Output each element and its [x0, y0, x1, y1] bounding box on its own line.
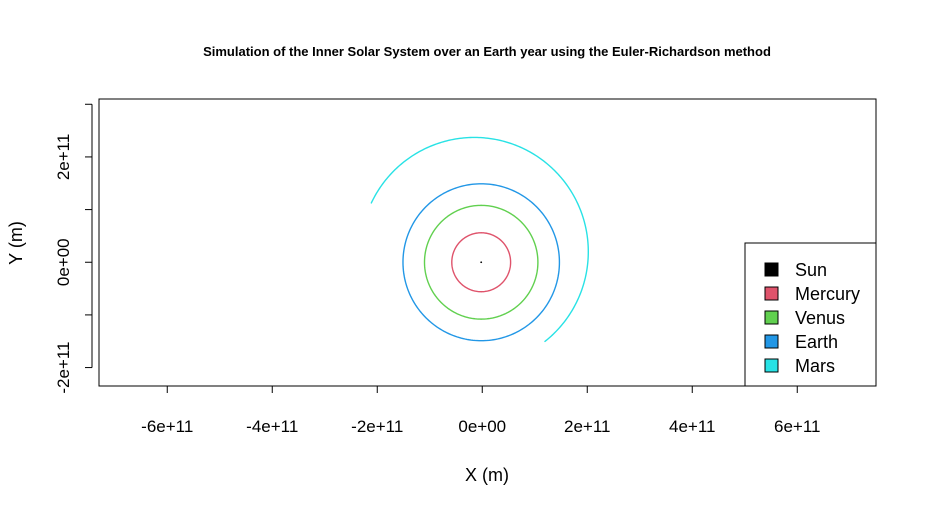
- y-tick-label: -2e+11: [54, 341, 73, 393]
- x-tick-label: 6e+11: [774, 417, 820, 436]
- legend-swatch-sun: [764, 262, 779, 277]
- x-tick-label: 0e+00: [458, 417, 506, 436]
- legend-label-venus: Venus: [795, 308, 845, 328]
- x-tick-label: -6e+11: [141, 417, 193, 436]
- legend-label-sun: Sun: [795, 260, 827, 280]
- venus-orbit-line: [423, 204, 539, 320]
- legend-swatch-mercury: [764, 286, 779, 301]
- chart-title: Simulation of the Inner Solar System ove…: [203, 44, 771, 59]
- x-axis-label: X (m): [465, 465, 509, 485]
- legend-label-mars: Mars: [795, 356, 835, 376]
- legend-swatch-venus: [764, 310, 779, 325]
- mercury-orbit-line: [451, 232, 512, 293]
- y-tick-label: 0e+00: [54, 238, 73, 286]
- legend: Sun Mercury Venus Earth Mars: [744, 242, 877, 387]
- x-axis: -6e+11 -4e+11 -2e+11 0e+00 2e+11 4e+11 6e+11: [141, 385, 820, 436]
- x-tick-label: 2e+11: [564, 417, 610, 436]
- y-axis-label: Y (m): [6, 221, 26, 265]
- mars-orbit-line: [370, 136, 590, 343]
- legend-swatch-mars: [764, 358, 779, 373]
- x-tick-label: -2e+11: [351, 417, 403, 436]
- y-tick-label: 2e+11: [54, 134, 73, 180]
- x-tick-label: -4e+11: [246, 417, 298, 436]
- x-tick-label: 4e+11: [669, 417, 715, 436]
- earth-orbit-line: [402, 183, 561, 342]
- sun-point: [480, 261, 483, 264]
- orbit-series-group: [370, 136, 590, 343]
- y-axis: -2e+11 0e+00 2e+11: [54, 103, 93, 394]
- legend-swatch-earth: [764, 334, 779, 349]
- legend-label-mercury: Mercury: [795, 284, 860, 304]
- legend-label-earth: Earth: [795, 332, 838, 352]
